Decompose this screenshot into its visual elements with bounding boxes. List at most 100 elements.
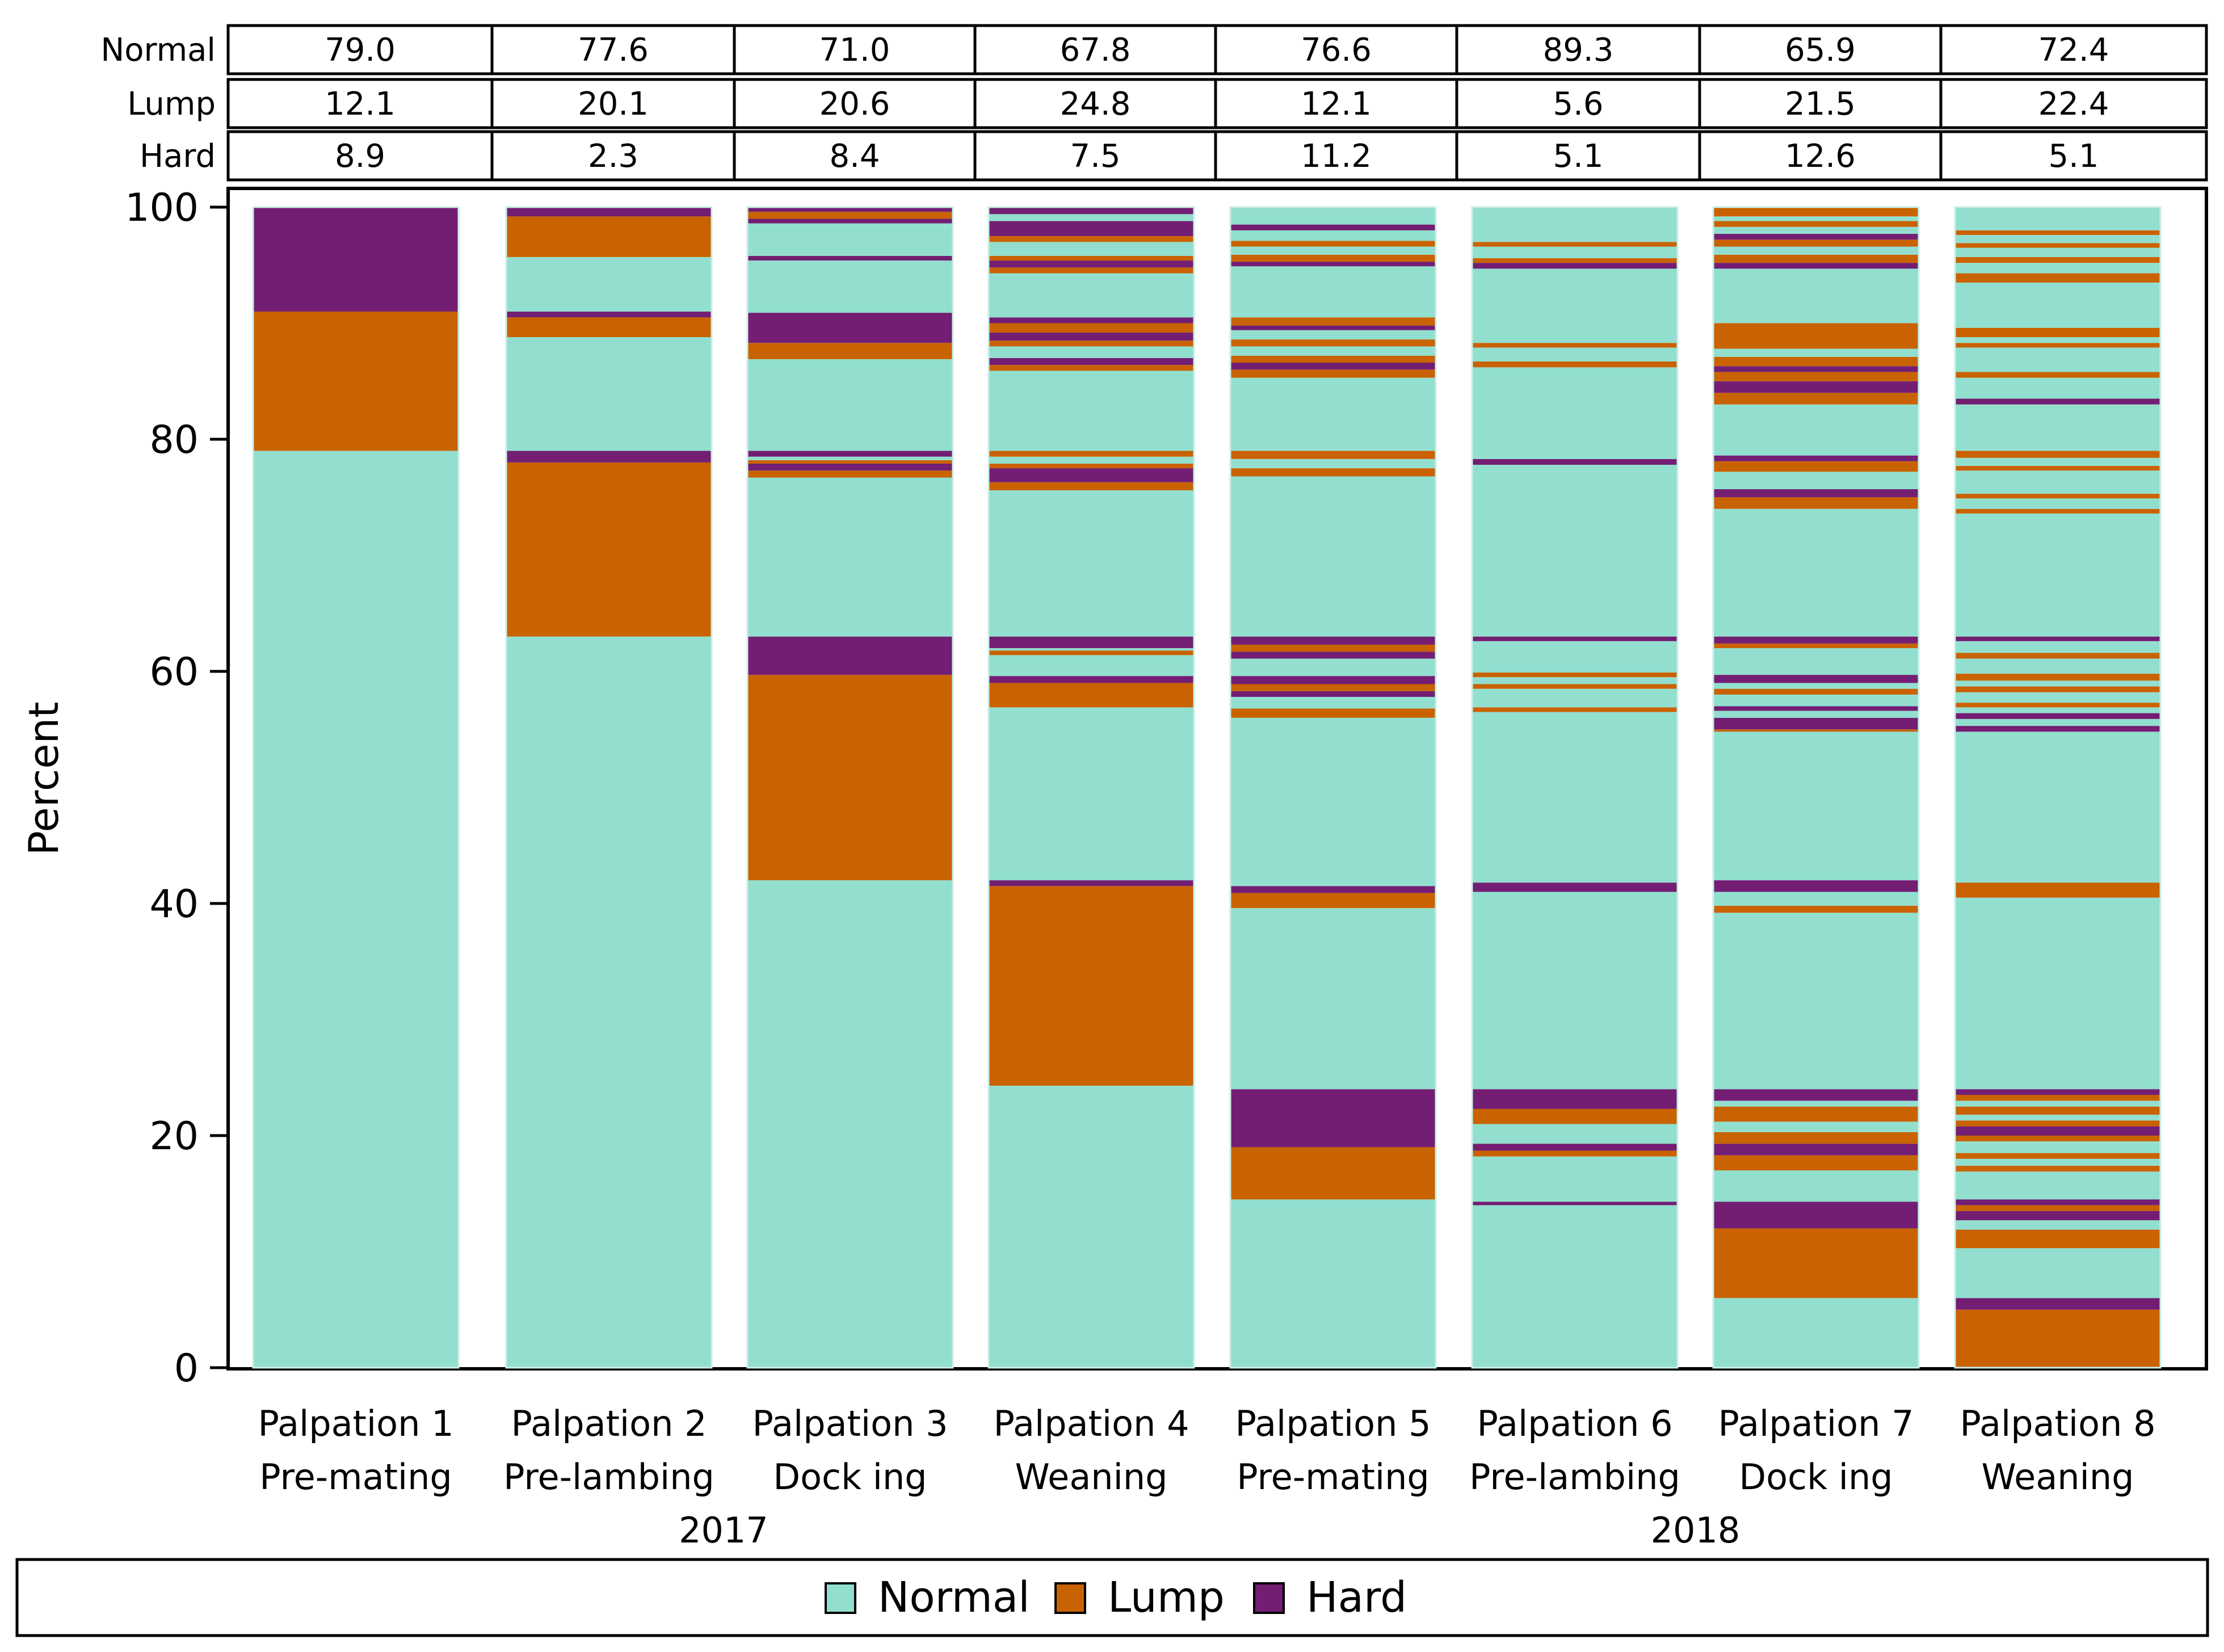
bar-segment-hard	[1472, 263, 1678, 269]
bar-segment-lump	[1472, 258, 1678, 263]
table-cell	[226, 24, 494, 75]
bar-segment-lump	[1713, 221, 1919, 227]
table-cell	[1698, 24, 1943, 75]
bar-segment-normal	[1230, 330, 1436, 340]
bar-segment-normal	[1713, 732, 1919, 881]
table-cell-value: 5.1	[2048, 138, 2099, 175]
bar-segment-normal	[1955, 1100, 2160, 1107]
bar-segment-normal	[1955, 337, 2160, 343]
bar-segment-hard	[1955, 398, 2160, 405]
table-cell-value: 79.0	[325, 32, 396, 69]
legend: Normal Lump Hard	[825, 1573, 1407, 1622]
x-tick-label-line2: Dock ing	[773, 1456, 927, 1498]
bar-segment-hard	[1955, 1089, 2160, 1095]
table-cell-value: 12.1	[1301, 86, 1372, 123]
bar-segment-hard	[989, 636, 1194, 649]
table-cell-value: 76.6	[1301, 32, 1372, 69]
bar-segment-hard	[747, 255, 953, 261]
bar-segment-normal	[1713, 683, 1919, 689]
bar-segment-lump	[1955, 1205, 2160, 1211]
bar-segment-normal	[989, 242, 1194, 256]
bar-segment-lump	[1713, 688, 1919, 695]
bar-segment-lump	[1955, 230, 2160, 236]
bar-segment-lump	[1713, 461, 1919, 472]
table-cell	[1455, 24, 1701, 75]
bar-segment-lump	[1713, 1106, 1919, 1122]
bar-segment-lump	[506, 216, 712, 257]
bar-segment-hard	[989, 358, 1194, 365]
bar-segment-lump	[1472, 707, 1678, 712]
bar-segment-normal	[1472, 641, 1678, 673]
table-cell	[1214, 24, 1458, 75]
bar-segment-lump	[1955, 343, 2160, 348]
bar-outline	[1229, 206, 1437, 1369]
bar-segment-lump	[1713, 1228, 1919, 1298]
x-tick-label-line2: Dock ing	[1739, 1456, 1893, 1498]
bar-segment-lump	[1472, 684, 1678, 689]
bar-segment-lump	[989, 451, 1194, 457]
bar-stack	[252, 206, 460, 1369]
table-cell	[973, 130, 1217, 182]
bar-stack	[1954, 206, 2162, 1369]
bar-segment-normal	[1230, 908, 1436, 1090]
x-tick-label-line1: Palpation 5	[1235, 1403, 1431, 1444]
bar-segment-hard	[1713, 366, 1919, 372]
bar-segment-normal	[989, 214, 1194, 221]
bar-segment-hard	[747, 451, 953, 457]
bar-segment-lump	[1955, 466, 2160, 471]
table-cell-value: 12.1	[325, 86, 396, 123]
bar-segment-normal	[1955, 263, 2160, 274]
bar-segment-hard	[989, 207, 1194, 215]
y-tick-label: 100	[125, 186, 199, 230]
table-cell-value: 8.4	[829, 138, 880, 175]
bar-segment-hard	[1472, 459, 1678, 465]
bar-segment-lump	[1230, 339, 1436, 347]
table-cell-value: 8.9	[335, 138, 385, 175]
legend-frame	[15, 1558, 2209, 1637]
bar-segment-normal	[1472, 688, 1678, 708]
bar-segment-normal	[1230, 717, 1436, 886]
bar-segment-hard	[1713, 706, 1919, 711]
x-group-label: 2018	[1651, 1510, 1740, 1551]
bar-segment-hard	[747, 463, 953, 471]
bar-segment-hard	[1955, 1126, 2160, 1136]
bar-segment-hard	[1713, 717, 1919, 730]
bar-segment-normal	[1713, 892, 1919, 906]
bar-segment-lump	[1230, 241, 1436, 247]
bar-segment-normal	[989, 456, 1194, 464]
bar-segment-hard	[1472, 882, 1678, 892]
legend-swatch-normal	[825, 1582, 856, 1614]
bar-segment-normal	[1955, 680, 2160, 687]
bar-segment-normal	[1713, 1100, 1919, 1107]
bar-outline	[746, 206, 954, 1369]
table-cell	[1455, 78, 1701, 129]
bar-segment-lump	[989, 341, 1194, 347]
bar-segment-hard	[1713, 1089, 1919, 1101]
bar-segment-normal	[1955, 457, 2160, 466]
bar-segment-normal	[1230, 1199, 1436, 1368]
bar-segment-lump	[1955, 1136, 2160, 1142]
bar-segment-lump	[1955, 1229, 2160, 1249]
bar-outline	[252, 206, 460, 1369]
bar-segment-hard	[1230, 262, 1436, 267]
table-cell-value: 2.3	[588, 138, 638, 175]
table-cell-value: 5.6	[1553, 86, 1603, 123]
table-cell-value: 72.4	[2038, 32, 2109, 69]
y-tick-label: 20	[149, 1114, 199, 1159]
bar-segment-lump	[1230, 468, 1436, 477]
bar-segment-lump	[747, 470, 953, 478]
bar-segment-normal	[1955, 513, 2160, 637]
bar-segment-lump	[1955, 686, 2160, 692]
bar-segment-lump	[1713, 643, 1919, 649]
y-tick-label: 80	[149, 418, 199, 463]
bar-segment-lump	[989, 365, 1194, 371]
bar-segment-normal	[1713, 268, 1919, 323]
bar-segment-lump	[1955, 1153, 2160, 1159]
bar-segment-normal	[1713, 913, 1919, 1090]
bar-segment-normal	[1230, 346, 1436, 356]
bar-segment-lump	[1955, 1095, 2160, 1101]
x-tick-label-line1: Palpation 4	[993, 1403, 1189, 1444]
bar-segment-normal	[1955, 235, 2160, 243]
bar-segment-normal	[1713, 404, 1919, 456]
bar-segment-lump	[989, 323, 1194, 333]
